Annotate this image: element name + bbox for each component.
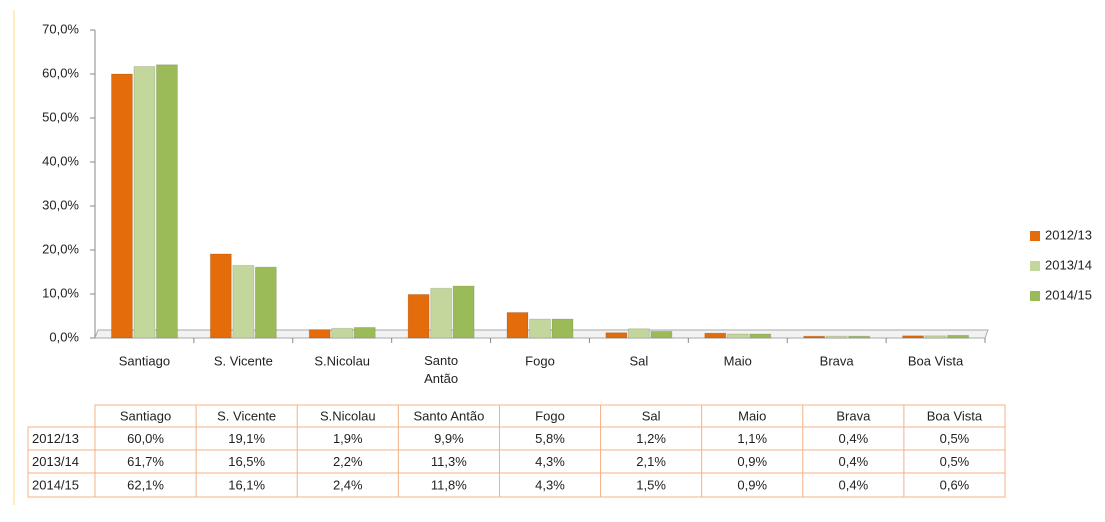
bar [902, 335, 925, 339]
table-cell: 5,8% [535, 431, 565, 446]
bar [232, 264, 255, 339]
bar [803, 335, 826, 339]
table-header: Santo Antão [413, 408, 484, 423]
table-cell: 2,1% [636, 454, 666, 469]
table-cell: 60,0% [127, 431, 164, 446]
table-header: Fogo [535, 408, 565, 423]
legend-label: 2014/15 [1045, 287, 1092, 302]
table-cell: 11,3% [431, 454, 467, 469]
table-cell: 0,4% [839, 454, 869, 469]
table-cell: 2,4% [333, 477, 363, 492]
y-tick-label: 50,0% [42, 109, 79, 124]
table-row-label: 2013/14 [32, 454, 79, 469]
table-header: Sal [642, 408, 661, 423]
y-tick-label: 20,0% [42, 241, 79, 256]
bar [848, 335, 871, 339]
x-tick-label: Boa Vista [908, 353, 964, 368]
table-row-label: 2014/15 [32, 477, 79, 492]
table-cell: 1,5% [636, 477, 666, 492]
table-cell: 0,4% [839, 477, 869, 492]
table-cell: 0,9% [737, 454, 767, 469]
legend-label: 2013/14 [1045, 257, 1092, 272]
y-tick-label: 60,0% [42, 65, 79, 80]
x-tick-label: Brava [820, 353, 855, 368]
bar [407, 293, 430, 339]
x-tick-label: Sal [629, 353, 648, 368]
bar [947, 334, 970, 339]
table-cell: 16,1% [228, 477, 265, 492]
bar [209, 253, 232, 339]
x-tick-label: Santiago [119, 353, 170, 368]
bar [650, 330, 673, 339]
table-cell: 1,1% [737, 431, 767, 446]
y-tick-label: 10,0% [42, 285, 79, 300]
table-header: Brava [836, 408, 871, 423]
table-cell: 19,1% [228, 431, 265, 446]
table-cell: 2,2% [333, 454, 363, 469]
x-tick-label: Fogo [525, 353, 555, 368]
y-tick-label: 40,0% [42, 153, 79, 168]
bar [506, 311, 529, 339]
bar [529, 318, 551, 339]
table-row-label: 2012/13 [32, 431, 79, 446]
bar [825, 335, 848, 339]
table-cell: 4,3% [535, 477, 565, 492]
table-cell: 0,4% [839, 431, 869, 446]
bar [924, 335, 947, 339]
y-tick-label: 70,0% [42, 21, 79, 36]
bar [605, 332, 628, 339]
legend-swatch [1030, 291, 1040, 301]
y-tick-label: 0,0% [49, 329, 79, 344]
table-cell: 0,5% [940, 454, 970, 469]
table-cell: 9,9% [434, 431, 464, 446]
bar [726, 333, 749, 339]
y-tick-label: 30,0% [42, 197, 79, 212]
bar [627, 328, 650, 339]
bar [749, 333, 772, 339]
bar [430, 287, 453, 339]
bar [155, 64, 178, 339]
legend-swatch [1030, 231, 1040, 241]
table-cell: 1,2% [636, 431, 666, 446]
table-cell: 16,5% [228, 454, 265, 469]
table-cell: 0,9% [737, 477, 767, 492]
x-tick-label: Santo Antão [424, 353, 458, 386]
legend-label: 2012/13 [1045, 227, 1092, 242]
table-header: Maio [738, 408, 766, 423]
bar [551, 318, 574, 339]
bar [704, 332, 727, 339]
bar [110, 73, 133, 339]
table-cell: 62,1% [127, 477, 164, 492]
bar [452, 285, 475, 339]
x-tick-label: S.Nicolau [314, 353, 370, 368]
table-cell: 0,5% [940, 431, 970, 446]
table-header: S.Nicolau [320, 408, 376, 423]
x-tick-label: Maio [724, 353, 752, 368]
table-header: S. Vicente [217, 408, 276, 423]
bar [308, 329, 331, 339]
table-cell: 0,6% [940, 477, 970, 492]
bar [331, 327, 354, 339]
table-cell: 61,7% [127, 454, 164, 469]
table-cell: 1,9% [333, 431, 363, 446]
table-header: Santiago [120, 408, 171, 423]
table-cell: 4,3% [535, 454, 565, 469]
table-cell: 11,8% [431, 477, 467, 492]
bar [353, 326, 376, 339]
legend-swatch [1030, 261, 1040, 271]
bar [254, 266, 277, 339]
table-header: Boa Vista [927, 408, 983, 423]
x-tick-label: S. Vicente [214, 353, 273, 368]
bar [133, 66, 156, 339]
